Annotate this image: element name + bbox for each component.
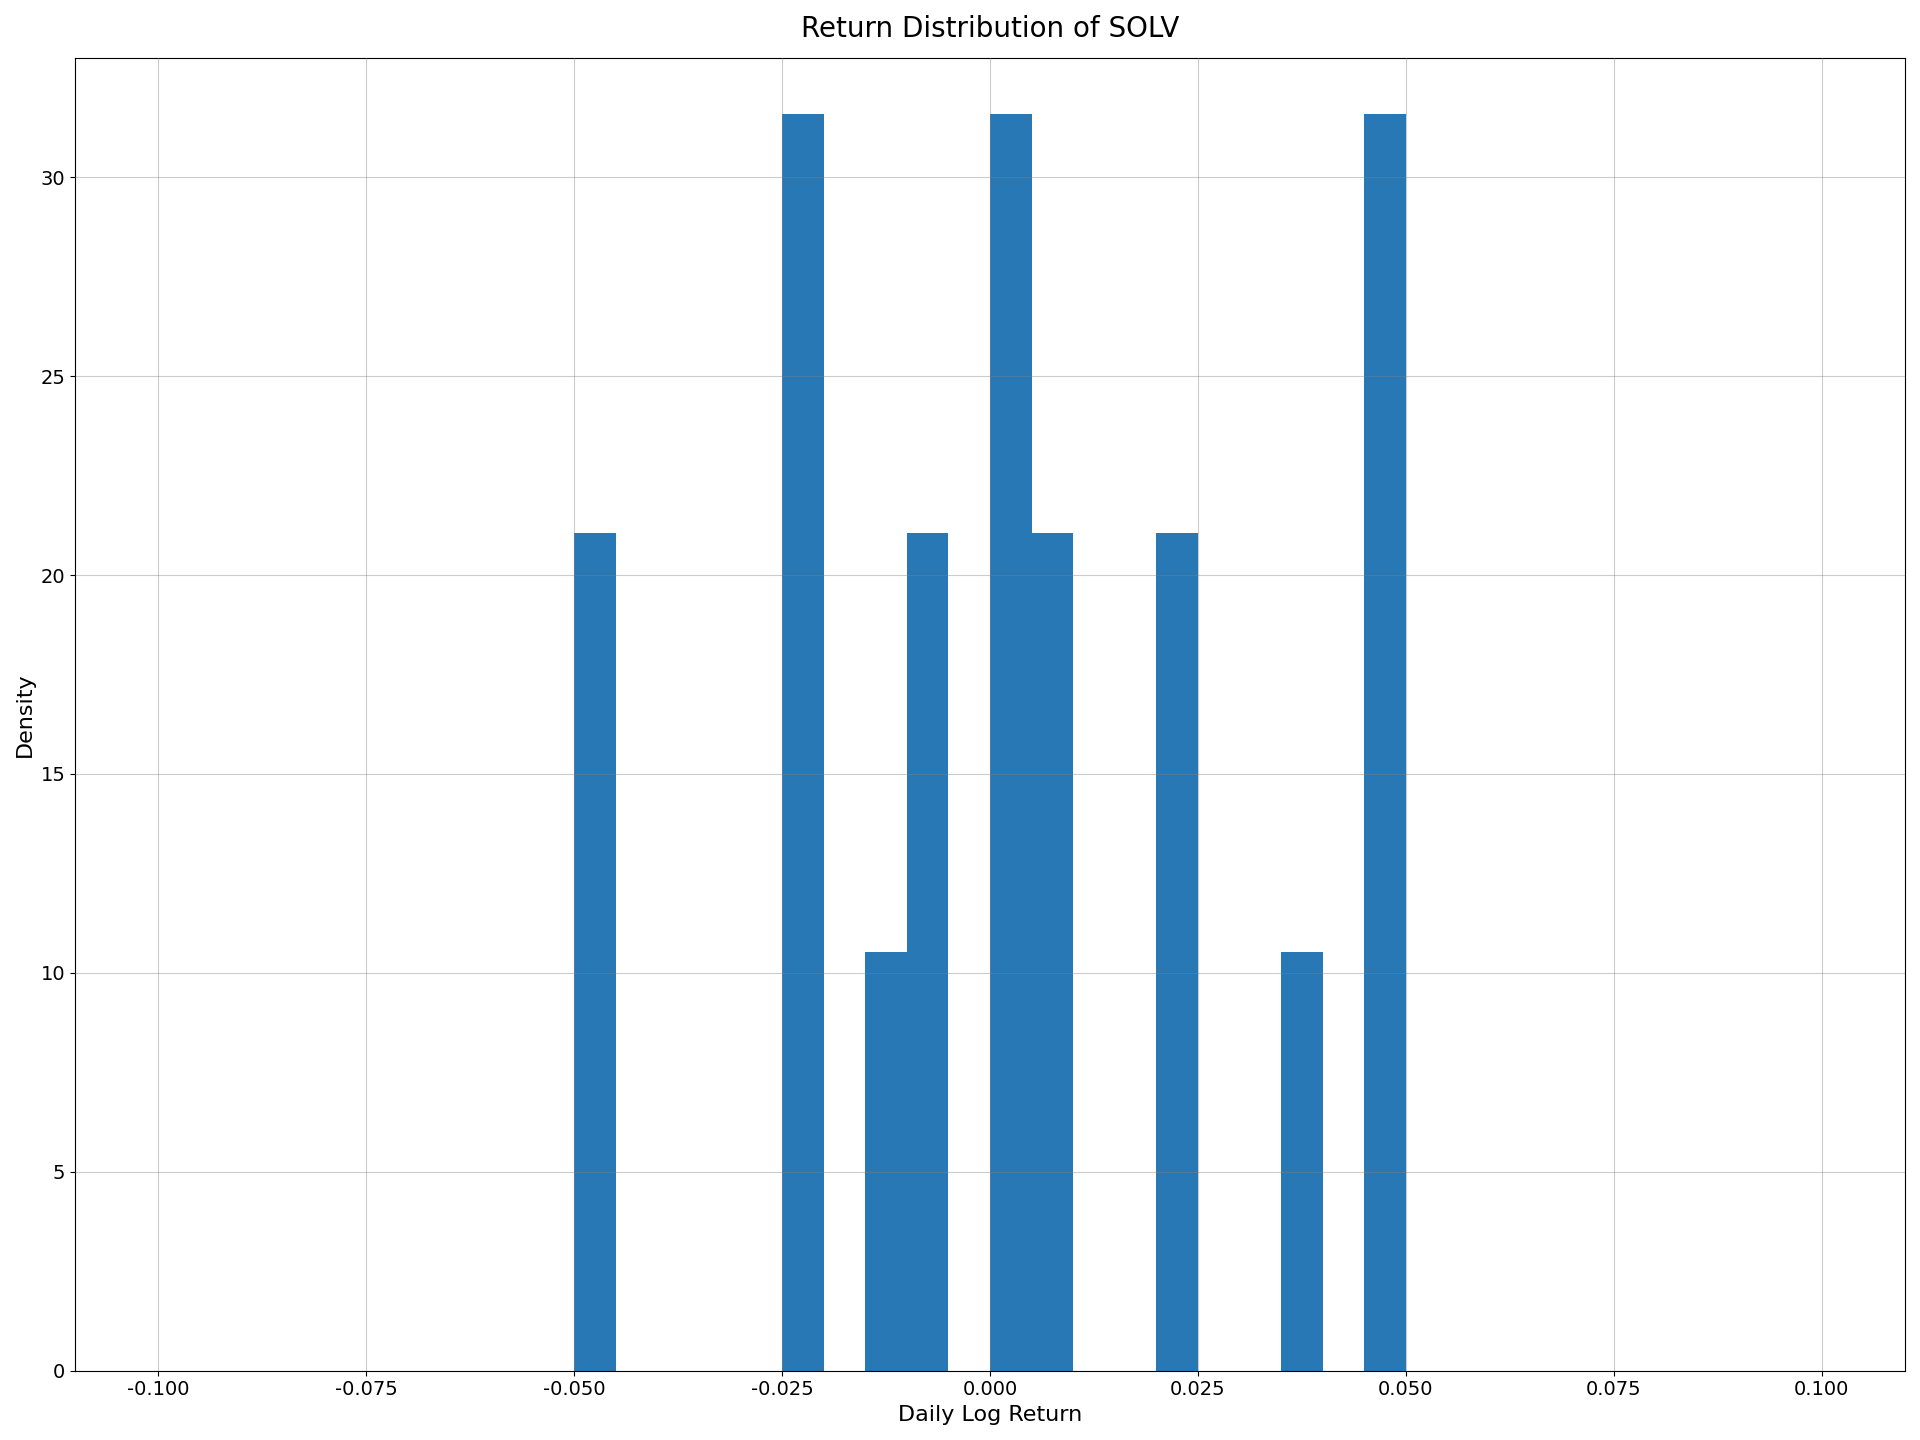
Bar — [1031, 533, 1073, 1371]
Bar — [1281, 952, 1323, 1371]
Bar — [1156, 533, 1198, 1371]
X-axis label: Daily Log Return: Daily Log Return — [899, 1405, 1083, 1426]
Bar — [991, 114, 1031, 1371]
Bar — [1365, 114, 1405, 1371]
Bar — [906, 533, 948, 1371]
Bar — [866, 952, 906, 1371]
Bar — [781, 114, 824, 1371]
Bar — [574, 533, 616, 1371]
Y-axis label: Density: Density — [15, 672, 35, 756]
Title: Return Distribution of SOLV: Return Distribution of SOLV — [801, 14, 1179, 43]
